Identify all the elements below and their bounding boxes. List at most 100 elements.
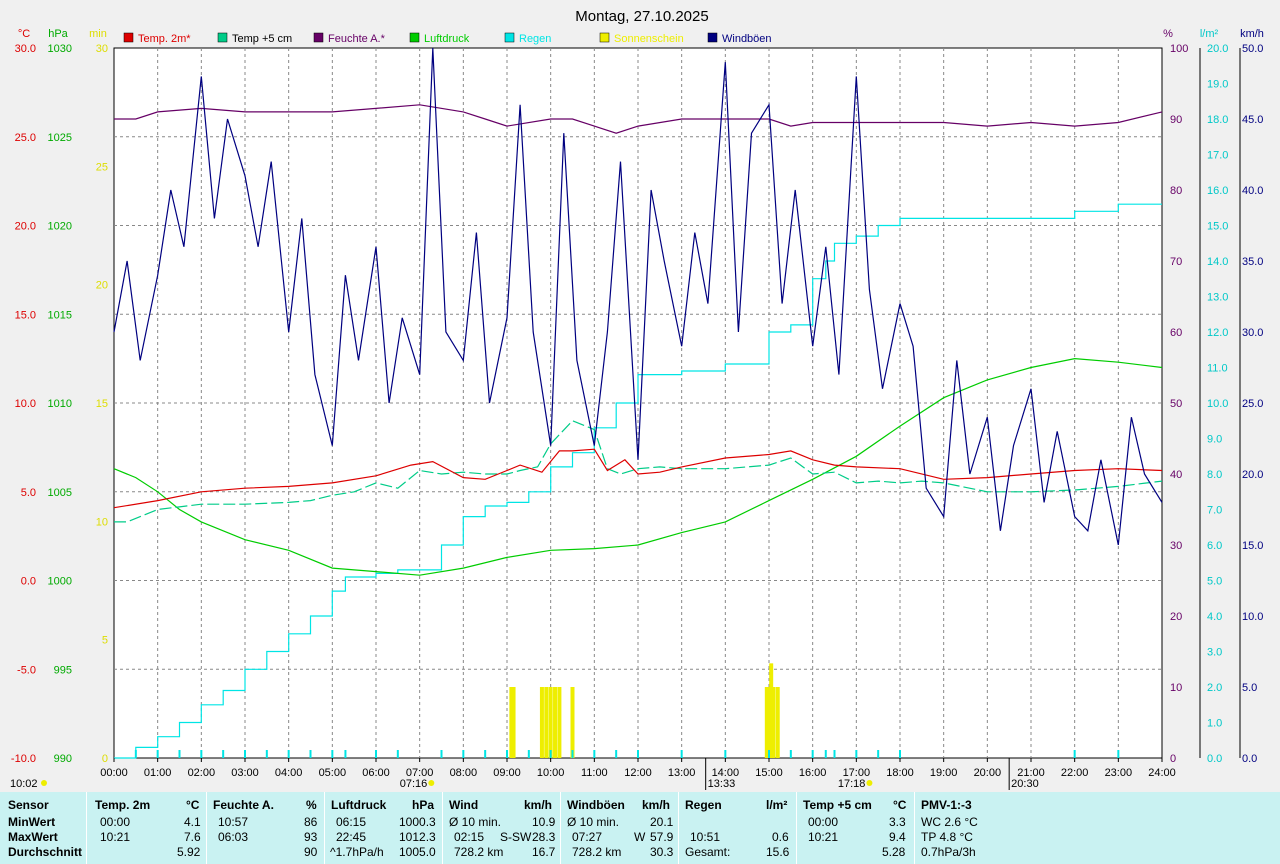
rain-tick [789,750,792,758]
wind-avg10-label: Ø 10 min. [449,815,502,829]
humidity-tick-label: 80 [1170,185,1182,197]
moonrise-time: 13:33 [708,778,736,790]
rain-tick [344,750,347,758]
rain-tick-label: 4.0 [1207,611,1222,623]
wind-tick-label: 25.0 [1242,398,1263,410]
rain-tick-label: 13.0 [1207,292,1228,304]
rain-tick-label: 16.0 [1207,185,1228,197]
rain-tick [768,750,770,758]
x-tick-label: 22:00 [1061,767,1089,779]
sun-tick-label: 5 [102,635,108,647]
humidity-tick-label: 50 [1170,398,1182,410]
separator [324,792,325,864]
humidity-title: Feuchte A. [213,798,274,812]
series-lines [113,47,1163,759]
wind-tick-label: 10.0 [1242,611,1263,623]
temp2m-min-time: 00:00 [100,815,131,829]
wind-tick-label: 45.0 [1242,114,1263,126]
rain-tick-label: 7.0 [1207,505,1222,517]
rain-unit-label: l/m² [1200,28,1219,40]
chart-title: Montag, 27.10.2025 [575,8,708,25]
statistics-panel: Sensor MinWert MaxWert Durchschnitt Temp… [0,792,1280,864]
x-tick-label: 15:00 [755,767,783,779]
separator [86,792,87,864]
sunshine-bar [767,687,771,758]
pmv-windchill: WC 2.6 °C [921,815,978,829]
rain-tick [375,750,377,758]
temp5-unit: °C [893,798,907,812]
gust-max-time: 07:27 [572,830,603,844]
temp5-min-time: 00:00 [808,815,839,829]
wind-tick-label: 20.0 [1242,469,1263,481]
humidity-tick-label: 70 [1170,256,1182,268]
rain-tick-label: 11.0 [1207,363,1228,375]
sun-tick-label: 0 [102,753,108,765]
rain-tick [440,750,443,758]
pressure-unit: hPa [412,798,435,812]
rain-tick-label: 9.0 [1207,434,1222,446]
humidity-tick-label: 10 [1170,682,1182,694]
temp-tick-label: -10.0 [11,753,36,765]
pressure-max: 1012.3 [399,830,436,844]
sun-tick-label: 30 [96,43,108,55]
pressure-min-time: 06:15 [336,815,367,829]
sunrise-icon [428,780,435,786]
wind-tick-label: 35.0 [1242,256,1263,268]
sunshine-bars [509,663,780,758]
rain-title: Regen [685,798,722,812]
humidity-tick-label: 20 [1170,611,1182,623]
rain-tick [200,750,203,758]
sun-tick-label: 15 [96,398,108,410]
rain-tick-label: 5.0 [1207,576,1222,588]
row-label-max: MaxWert [8,830,58,844]
rain-tick [680,750,683,758]
wind-distance: 728.2 km [454,845,504,859]
x-tick-label: 03:00 [231,767,259,779]
x-tick-label: 09:00 [493,767,521,779]
x-tick-label: 18:00 [886,767,914,779]
wind-max: 28.3 [532,830,556,844]
pressure-trend: ^1.7hPa/h [330,845,384,859]
rain-tick-label: 17.0 [1207,150,1228,162]
rain-tick [156,750,159,758]
sunshine-bar [570,687,575,758]
wind-unit-label: km/h [1240,28,1264,40]
humidity-tick-label: 60 [1170,327,1182,339]
rain-tick [877,750,880,758]
sunshine-bar [771,687,776,758]
pressure-max-time: 22:45 [336,830,367,844]
rain-ticks [134,750,1120,758]
rain-tick [1117,750,1120,758]
humidity-tick-label: 90 [1170,114,1182,126]
rain-total: 15.6 [766,845,790,859]
sun-tick-label: 25 [96,161,108,173]
rain-tick [1073,750,1076,758]
rain-tick-label: 1.0 [1207,718,1222,730]
legend-label: Luftdruck [424,33,470,45]
rain-tick [244,750,246,758]
x-tick-label: 10:00 [537,767,565,779]
x-tick-label: 02:00 [188,767,216,779]
rain-tick [309,750,312,758]
rain-tick [331,750,334,758]
pressure-tick-label: 1030 [48,43,72,55]
rain-tick-label: 8.0 [1207,469,1222,481]
temp-unit-label: °C [18,28,30,40]
x-tick-label: 08:00 [450,767,478,779]
temp5-avg: 5.28 [882,845,906,859]
rain-max: 0.6 [772,830,789,844]
temp5-min: 3.3 [889,815,906,829]
wind-avg: 16.7 [532,845,556,859]
temp2m-min: 4.1 [184,815,201,829]
sunshine-bar [509,687,514,758]
legend-swatch [123,32,134,43]
pressure-unit-label: hPa [48,28,68,40]
x-tick-label: 06:00 [362,767,390,779]
separator [796,792,797,864]
temp5-max-time: 10:21 [808,830,839,844]
rain-tick-label: 15.0 [1207,221,1228,233]
x-tick-label: 21:00 [1017,767,1045,779]
rain-tick [824,750,827,758]
pressure-tick-label: 1010 [48,398,72,410]
humidity-min: 86 [304,815,318,829]
